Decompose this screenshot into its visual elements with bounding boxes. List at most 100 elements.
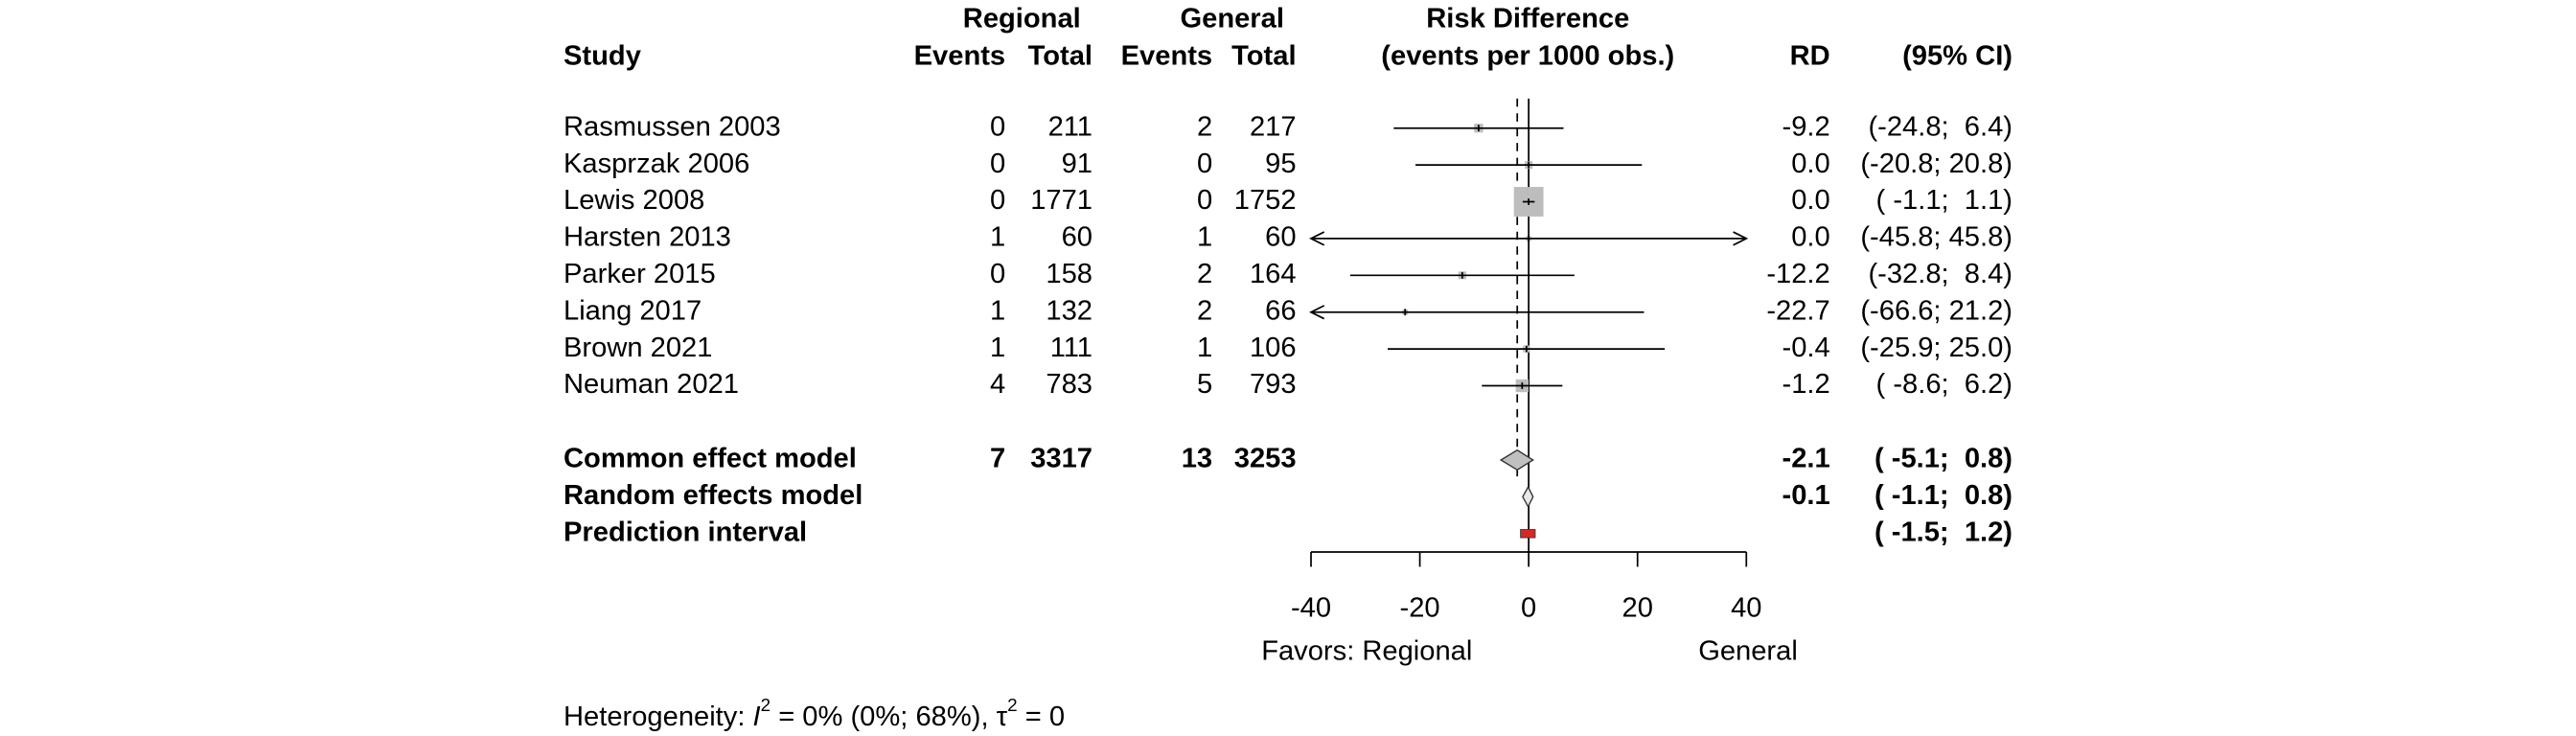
het-tau: τ <box>997 702 1008 732</box>
header-events: Events <box>914 41 1006 72</box>
study-name: Lewis 2008 <box>564 185 704 216</box>
ci-label: (-24.8; 6.4) <box>1868 111 2012 142</box>
summary-ci: ( -1.1; 0.8) <box>1874 480 2012 511</box>
general-total: 95 <box>1265 149 1296 179</box>
ci-label: (-25.9; 25.0) <box>1860 333 2012 363</box>
header-regional: Regional <box>963 3 1081 34</box>
ci-label: ( -1.1; 1.1) <box>1876 185 2012 216</box>
summary-rd: -2.1 <box>1782 444 1830 474</box>
summary-diamond <box>1499 448 1534 472</box>
regional-events: 1 <box>990 295 1005 326</box>
rd-label: -1.2 <box>1782 369 1830 400</box>
rd-label: -22.7 <box>1766 295 1829 326</box>
general-events: 2 <box>1197 259 1212 289</box>
het-text: = 0% (0%; 68%), <box>770 702 997 732</box>
plot-subtitle: (events per 1000 obs.) <box>1381 41 1674 72</box>
rd-label: -9.2 <box>1782 111 1830 142</box>
rd-label: 0.0 <box>1791 222 1830 253</box>
plot-title: Risk Difference <box>1426 3 1629 34</box>
rd-label: 0.0 <box>1791 149 1830 179</box>
x-tick-label: 40 <box>1731 593 1761 624</box>
summary-count: 7 <box>990 444 1005 474</box>
regional-events: 4 <box>990 369 1005 400</box>
het-text: = 0 <box>1018 702 1065 732</box>
general-total: 1752 <box>1234 185 1297 216</box>
header-ci: (95% CI) <box>1902 41 2012 72</box>
summary-ci: ( -1.5; 1.2) <box>1874 518 2012 548</box>
header-total: Total <box>1028 41 1092 72</box>
study-name: Harsten 2013 <box>564 222 731 253</box>
regional-events: 1 <box>990 222 1005 253</box>
ci-arrow <box>1309 231 1325 246</box>
general-events: 0 <box>1197 185 1212 216</box>
study-name: Rasmussen 2003 <box>564 111 781 142</box>
ci-arrow <box>1733 231 1749 246</box>
summary-label: Random effects model <box>564 480 862 511</box>
general-events: 2 <box>1197 295 1212 326</box>
regional-total: 132 <box>1046 295 1092 326</box>
het-i2: I <box>753 702 761 732</box>
header-events: Events <box>1121 41 1213 72</box>
x-tick-label: 20 <box>1622 593 1653 624</box>
x-tick-label: -40 <box>1291 593 1331 624</box>
regional-events: 0 <box>990 259 1005 289</box>
summary-label: Prediction interval <box>564 518 807 548</box>
summary-count: 3317 <box>1030 444 1092 474</box>
x-tick-label: -20 <box>1400 593 1440 624</box>
general-events: 1 <box>1197 333 1212 363</box>
regional-events: 0 <box>990 111 1005 142</box>
general-total: 217 <box>1250 111 1297 142</box>
regional-total: 783 <box>1046 369 1092 400</box>
prediction-interval <box>1520 529 1536 539</box>
header-total: Total <box>1231 41 1296 72</box>
ci-label: (-20.8; 20.8) <box>1860 149 2012 179</box>
study-name: Kasprzak 2006 <box>564 149 749 179</box>
het-exp: 2 <box>1007 695 1017 715</box>
header-study: Study <box>564 41 642 72</box>
general-total: 164 <box>1250 259 1297 289</box>
general-total: 60 <box>1265 222 1296 253</box>
study-name: Brown 2021 <box>564 333 712 363</box>
summary-count: 3253 <box>1234 444 1297 474</box>
study-name: Neuman 2021 <box>564 369 739 400</box>
regional-events: 0 <box>990 149 1005 179</box>
rd-label: 0.0 <box>1791 185 1830 216</box>
ci-label: ( -8.6; 6.2) <box>1876 369 2012 400</box>
ci-label: (-32.8; 8.4) <box>1868 259 2012 289</box>
ci-label: (-66.6; 21.2) <box>1860 295 2012 326</box>
regional-total: 1771 <box>1030 185 1092 216</box>
x-label-right: General <box>1698 635 1798 666</box>
summary-label: Common effect model <box>564 444 857 474</box>
general-events: 5 <box>1197 369 1212 400</box>
regional-total: 211 <box>1048 111 1092 142</box>
ci-arrow <box>1309 305 1325 320</box>
regional-events: 0 <box>990 185 1005 216</box>
general-total: 106 <box>1250 333 1297 363</box>
ci-label: (-45.8; 45.8) <box>1860 222 2012 253</box>
x-label-left: Favors: Regional <box>1261 635 1472 666</box>
summary-ci: ( -5.1; 0.8) <box>1874 444 2012 474</box>
rd-label: -0.4 <box>1782 333 1830 363</box>
het-exp: 2 <box>761 695 770 715</box>
general-total: 793 <box>1250 369 1297 400</box>
summary-count: 13 <box>1182 444 1212 474</box>
regional-total: 60 <box>1062 222 1092 253</box>
heterogeneity: Heterogeneity: I2 = 0% (0%; 68%), τ2 = 0 <box>564 695 1065 732</box>
regional-total: 158 <box>1046 259 1092 289</box>
study-name: Liang 2017 <box>564 295 702 326</box>
header-rd: RD <box>1790 41 1830 72</box>
rd-label: -12.2 <box>1766 259 1829 289</box>
general-events: 0 <box>1197 149 1212 179</box>
general-events: 1 <box>1197 222 1212 253</box>
study-name: Parker 2015 <box>564 259 716 289</box>
summary-rd: -0.1 <box>1782 480 1830 511</box>
summary-diamond <box>1522 485 1534 509</box>
general-total: 66 <box>1265 295 1296 326</box>
het-prefix: Heterogeneity: <box>564 702 753 732</box>
x-tick-label: 0 <box>1521 593 1536 624</box>
general-events: 2 <box>1197 111 1212 142</box>
header-general: General <box>1180 3 1283 34</box>
regional-total: 91 <box>1062 149 1092 179</box>
